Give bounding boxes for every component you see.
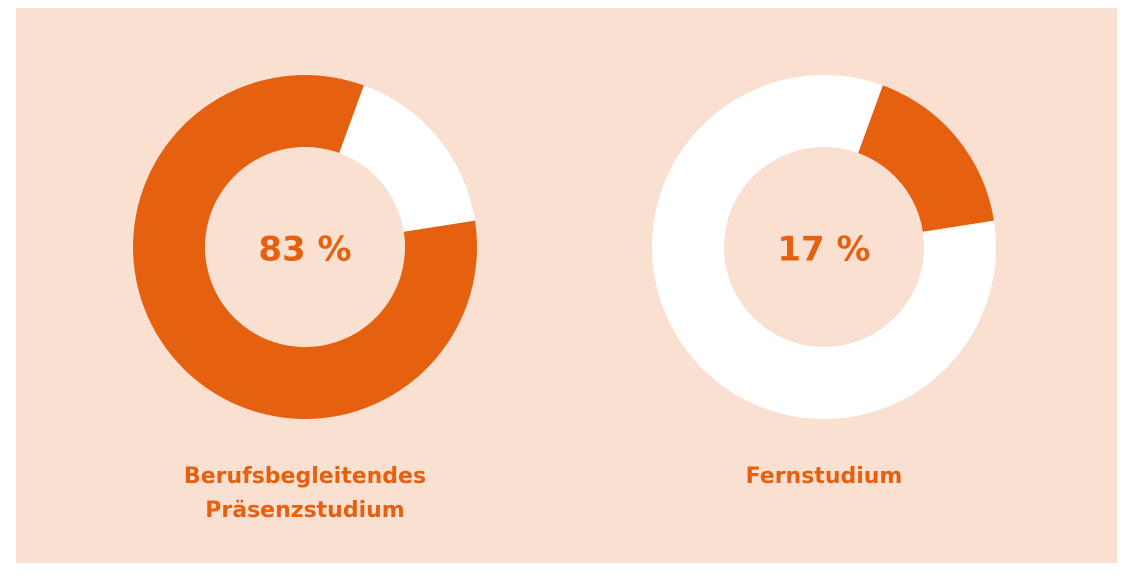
donut-track xyxy=(652,75,996,419)
percent-label: 17 % xyxy=(777,230,870,270)
donut-segment xyxy=(858,85,994,232)
category-label: Fernstudium xyxy=(745,464,903,489)
category-label: Berufsbegleitendes Präsenzstudium xyxy=(183,464,427,523)
donut-segment xyxy=(132,75,478,420)
percent-label: 83 % xyxy=(258,230,351,270)
